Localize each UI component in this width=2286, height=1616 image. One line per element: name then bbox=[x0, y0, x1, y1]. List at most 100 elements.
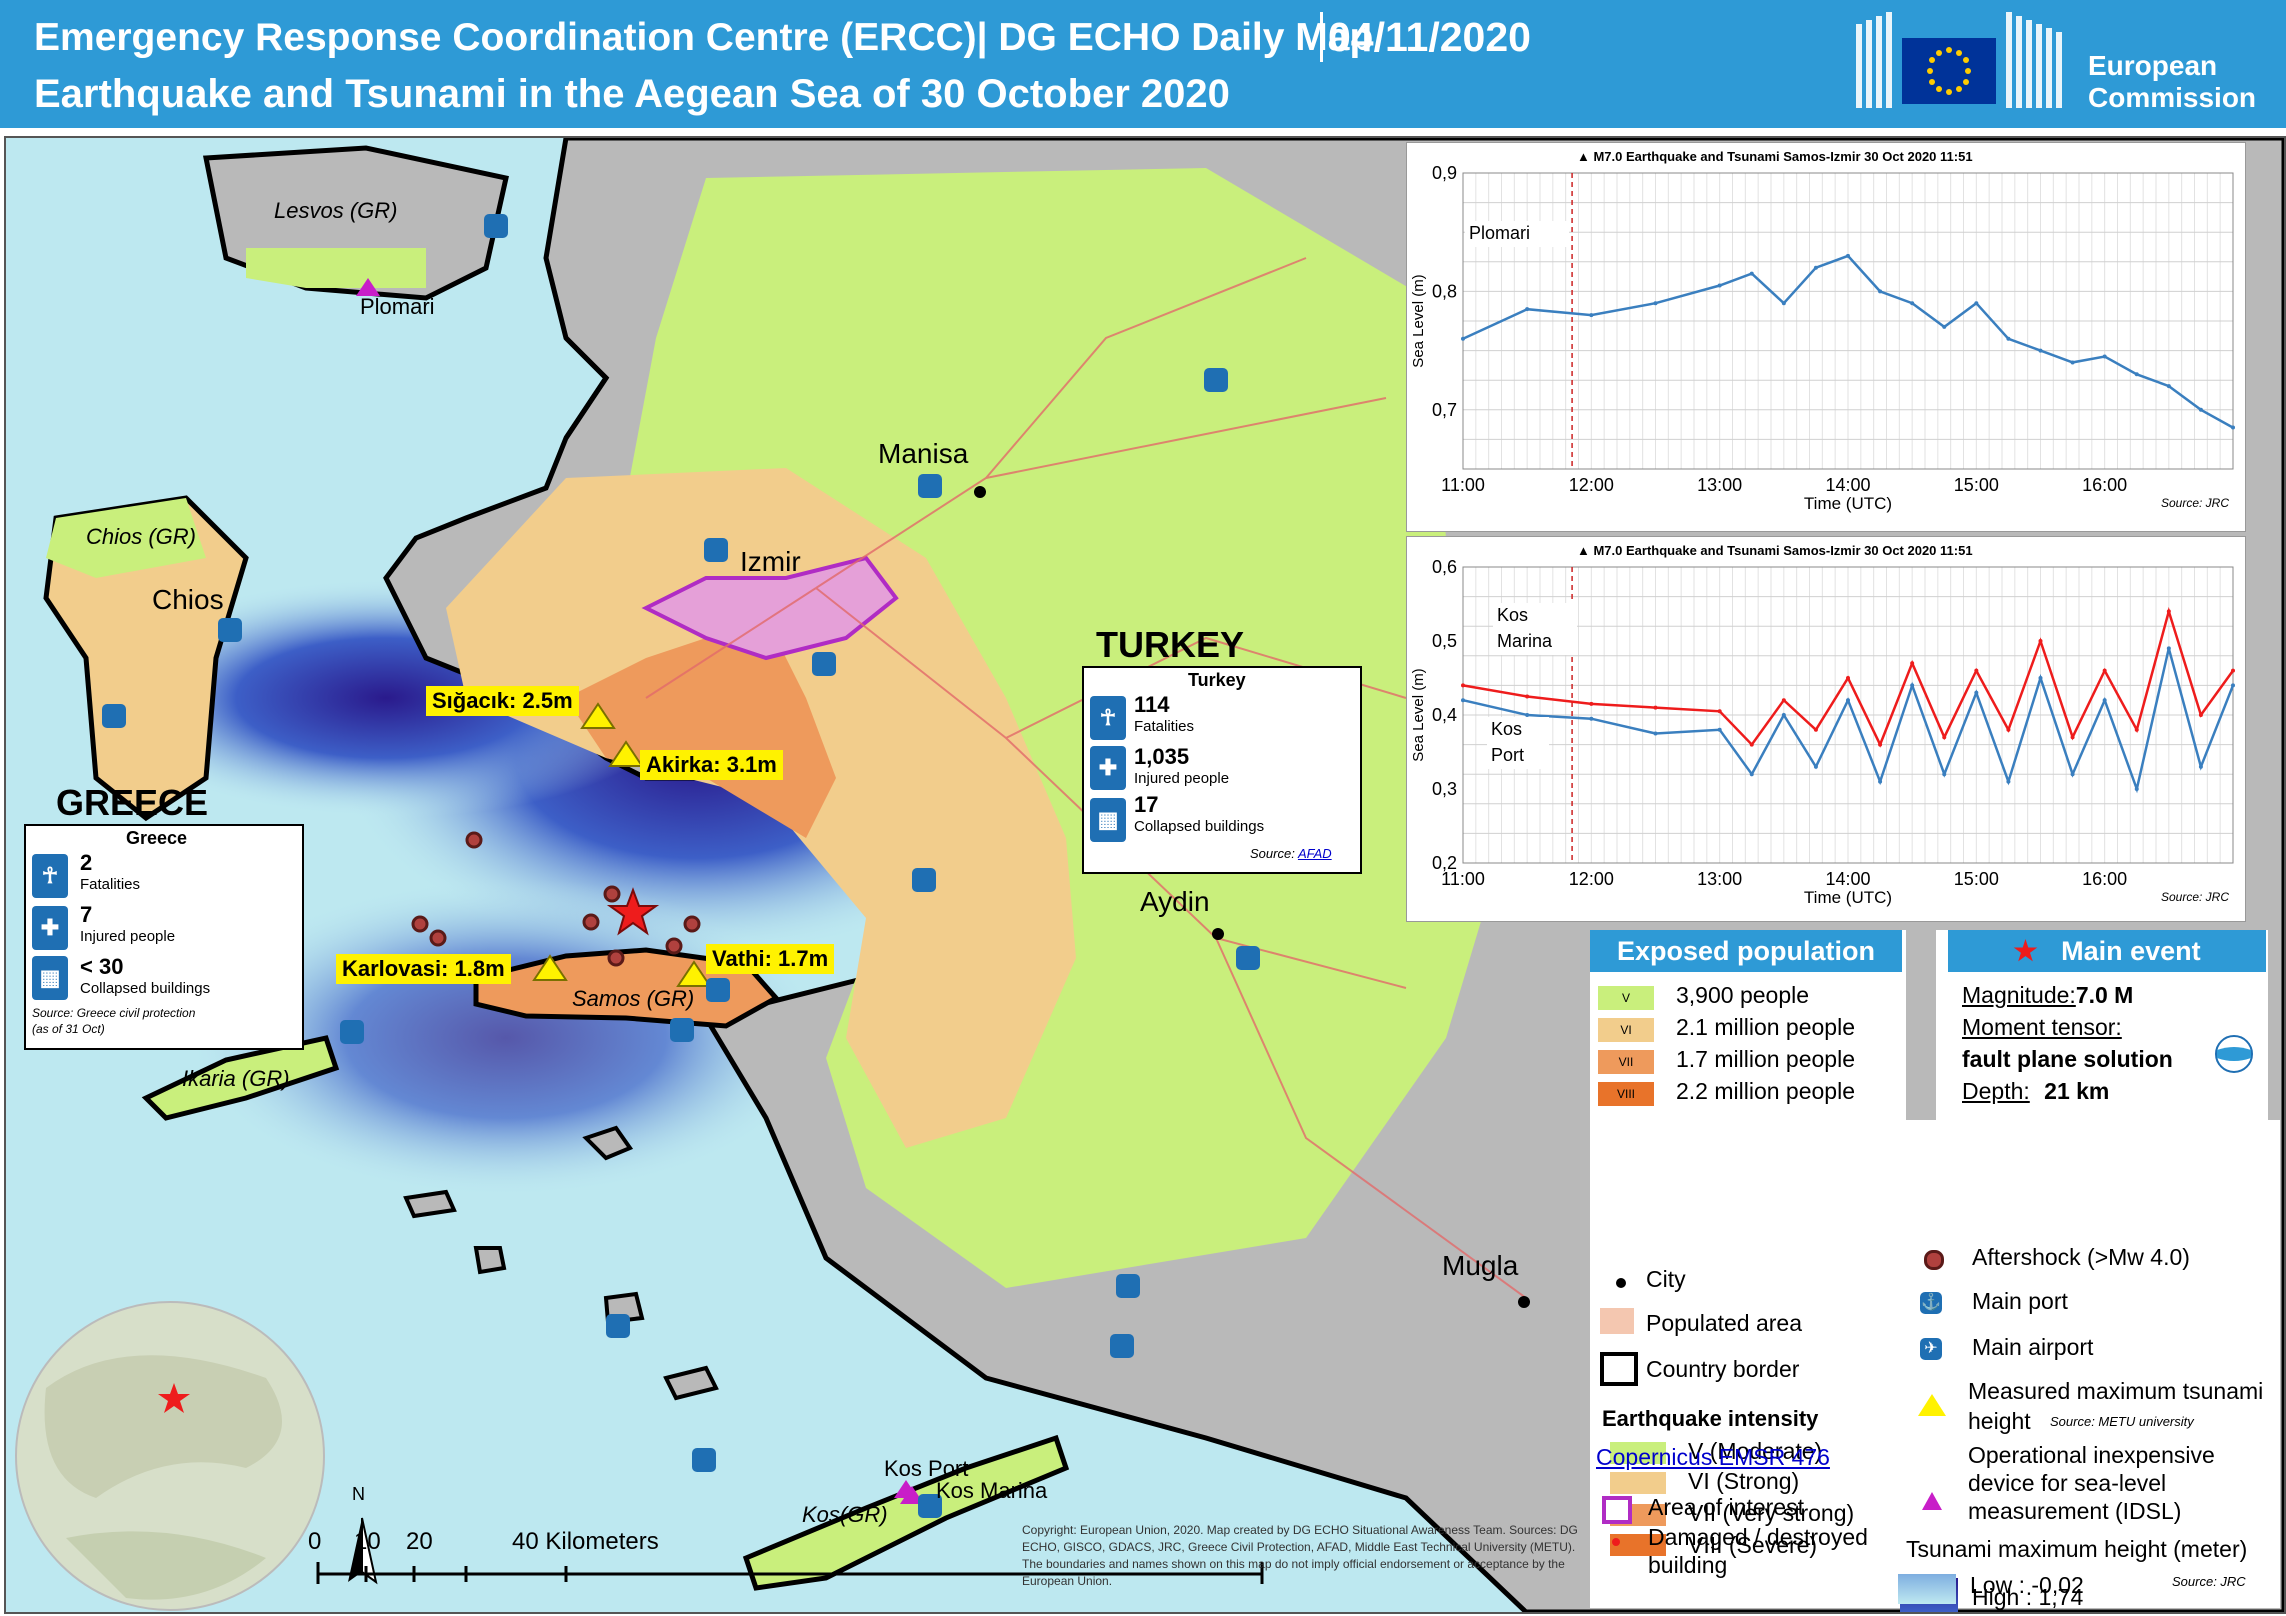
legend-border: Country border bbox=[1646, 1356, 1800, 1382]
magnitude-label: Magnitude: bbox=[1962, 982, 2076, 1008]
data-point bbox=[1749, 271, 1754, 276]
legend-tsunami-title: Tsunami maximum height (meter) bbox=[1906, 1536, 2248, 1562]
data-point bbox=[1749, 742, 1754, 747]
island-label-chios: Chios (GR) bbox=[86, 524, 197, 549]
main-event-title-bar: ★ Main event bbox=[1948, 930, 2266, 972]
exposed-text-v: 3,900 people bbox=[1676, 982, 1810, 1008]
legend-populated: Populated area bbox=[1646, 1310, 1803, 1336]
data-point bbox=[1942, 772, 1947, 777]
intensity-swatch-v bbox=[1610, 1442, 1666, 1464]
chios-north-zone bbox=[46, 498, 206, 578]
legend-aoi: Area of interest bbox=[1648, 1494, 1804, 1520]
data-point bbox=[1813, 265, 1818, 270]
data-point bbox=[1749, 772, 1754, 777]
afad-link[interactable]: AFAD bbox=[1297, 846, 1332, 861]
data-point bbox=[1653, 301, 1658, 306]
legend-idsl-line1: Operational inexpensive bbox=[1968, 1442, 2215, 1468]
turkey-source-prefix: Source: bbox=[1250, 846, 1298, 861]
y-tick-label: 0,2 bbox=[1432, 853, 1457, 873]
x-tick-label: 15:00 bbox=[1954, 475, 1999, 495]
data-point bbox=[1525, 694, 1530, 699]
city-label-chios: Chios bbox=[152, 584, 224, 615]
depth-value: 21 km bbox=[2044, 1078, 2110, 1104]
legend-port: Main port bbox=[1972, 1288, 2068, 1314]
legend-idsl-line2: device for sea-level bbox=[1968, 1470, 2167, 1496]
data-point bbox=[1974, 301, 1979, 306]
station-label-kos-port: Kos Port bbox=[884, 1456, 969, 1481]
data-point bbox=[1781, 301, 1786, 306]
fatalities-icon: ☥ bbox=[1090, 696, 1126, 740]
copyright-text: Copyright: European Union, 2020. Map cre… bbox=[1022, 1523, 1578, 1588]
scale-label-0: 0 bbox=[308, 1528, 322, 1555]
chart-title: ▲ M7.0 Earthquake and Tsunami Samos-Izmi… bbox=[1577, 543, 1973, 558]
data-point bbox=[2102, 668, 2107, 673]
city-label-manisa: Manisa bbox=[878, 438, 969, 469]
intensity-label-v: V (Moderate) bbox=[1688, 1438, 1823, 1464]
island-label-samos: Samos (GR) bbox=[572, 986, 695, 1011]
map-legend-right: Aftershock (>Mw 4.0) ⚓ Main port ✈ Main … bbox=[1906, 1120, 2280, 1608]
chart-plomari-svg: ▲ M7.0 Earthquake and Tsunami Samos-Izmi… bbox=[1410, 149, 2235, 513]
data-point bbox=[1878, 779, 1883, 784]
map-frame[interactable]: TURKEY GREECE Manisa Izmir Aydin Mugla C… bbox=[4, 136, 2286, 1614]
intensity-swatch-vi bbox=[1610, 1472, 1666, 1494]
data-point bbox=[2038, 348, 2043, 353]
exposed-swatch-viii: VIII bbox=[1598, 1082, 1654, 1106]
greece-casualty-panel: Greece ☥ 2 Fatalities ✚ 7 Injured people… bbox=[24, 824, 304, 1050]
scale-label-40: 40 Kilometers bbox=[512, 1528, 659, 1555]
intensity-label-viii: VIII (Severe) bbox=[1688, 1532, 1818, 1558]
data-point bbox=[2231, 683, 2235, 688]
chart-title: ▲ M7.0 Earthquake and Tsunami Samos-Izmi… bbox=[1577, 149, 1973, 164]
data-point bbox=[1717, 283, 1722, 288]
main-event-star-small-icon: ★ bbox=[2013, 936, 2038, 966]
data-point bbox=[2070, 360, 2075, 365]
turkey-casualty-panel: Turkey ☥ 114 Fatalities ✚ 1,035 Injured … bbox=[1082, 666, 1362, 874]
fatalities-icon: ☥ bbox=[32, 854, 68, 898]
data-point bbox=[1910, 661, 1915, 666]
data-point bbox=[2134, 787, 2139, 791]
data-point bbox=[1846, 698, 1850, 703]
data-point bbox=[2198, 713, 2203, 717]
tensor-value: fault plane solution bbox=[1962, 1046, 2173, 1072]
series-label: Port bbox=[1491, 745, 1524, 765]
izmir-area-of-interest bbox=[641, 555, 899, 661]
header-separator bbox=[1320, 12, 1323, 62]
data-point bbox=[2006, 336, 2011, 341]
damaged-building-dot-icon bbox=[1612, 1538, 1620, 1546]
y-tick-label: 0,5 bbox=[1432, 631, 1457, 651]
y-axis-label: Sea Level (m) bbox=[1410, 274, 1427, 367]
exposed-swatch-vi: VI bbox=[1598, 1018, 1654, 1042]
data-point bbox=[1653, 731, 1658, 736]
legend-idsl-line3: measurement (IDSL) bbox=[1968, 1498, 2182, 1524]
scale-label-10: 10 bbox=[354, 1528, 381, 1555]
data-point bbox=[2006, 779, 2011, 784]
x-axis-label: Time (UTC) bbox=[1804, 494, 1892, 513]
data-point bbox=[2102, 698, 2107, 703]
main-event-star-icon bbox=[606, 887, 660, 936]
turkey-collapsed-label: Collapsed buildings bbox=[1134, 818, 1265, 835]
data-point bbox=[2231, 425, 2235, 430]
ec-logo-text: European Commission bbox=[2088, 50, 2256, 114]
populated-area-swatch bbox=[1600, 1308, 1634, 1334]
data-point bbox=[1878, 742, 1883, 747]
intensity-label-vii: VII (Very strong) bbox=[1688, 1500, 1855, 1526]
exposed-text-vi: 2.1 million people bbox=[1676, 1014, 1856, 1040]
plot-area bbox=[1462, 172, 2234, 470]
data-point bbox=[1846, 253, 1850, 258]
x-tick-label: 16:00 bbox=[2082, 475, 2127, 495]
y-tick-label: 0,3 bbox=[1432, 779, 1457, 799]
magnitude-row: Magnitude:7.0 M bbox=[1962, 982, 2133, 1009]
city-dots bbox=[974, 486, 1530, 1308]
tsunami-tag-akirka: Akirka: 3.1m bbox=[640, 750, 783, 780]
data-point bbox=[2231, 668, 2235, 673]
data-point bbox=[1846, 676, 1850, 680]
series-label: Plomari bbox=[1469, 223, 1530, 243]
turkey-collapsed: 17 bbox=[1134, 792, 1159, 817]
injured-icon: ✚ bbox=[32, 906, 68, 950]
x-tick-label: 15:00 bbox=[1954, 869, 1999, 889]
data-point bbox=[2134, 727, 2139, 732]
x-tick-label: 11:00 bbox=[1441, 869, 1485, 889]
airport-plane-icon: ✈ bbox=[1920, 1338, 1942, 1360]
copernicus-link[interactable]: Copernicus EMSR 476 bbox=[1596, 1444, 1830, 1470]
tsunami-triangles bbox=[532, 702, 712, 987]
chart-kos-svg: ▲ M7.0 Earthquake and Tsunami Samos-Izmi… bbox=[1410, 543, 2235, 907]
